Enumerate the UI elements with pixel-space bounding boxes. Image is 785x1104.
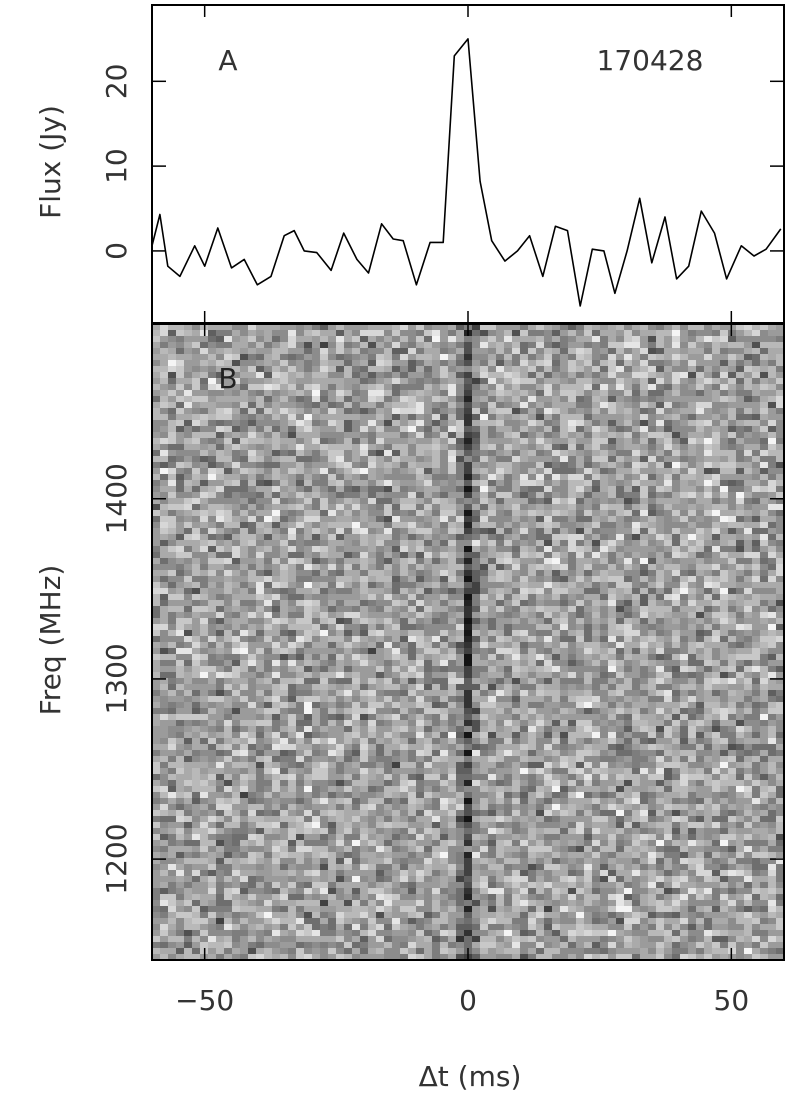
- y-tick-label: 1200: [100, 823, 133, 894]
- x-tick-label: 0: [459, 984, 477, 1017]
- y-tick-label: 10: [100, 148, 133, 184]
- texture: [152, 324, 784, 960]
- texture: [152, 324, 784, 960]
- waterfall-image: [152, 324, 784, 960]
- texture: [464, 330, 472, 912]
- y-tick-label: 0: [100, 242, 133, 260]
- y-axis-label: Flux (Jy): [34, 105, 67, 219]
- panel-label: A: [218, 44, 237, 77]
- y-axis-label: Freq (MHz): [34, 565, 67, 716]
- texture: [152, 324, 784, 960]
- y-tick-label: 1300: [100, 643, 133, 714]
- y-tick-label: 1400: [100, 463, 133, 534]
- burst-name: 170428: [597, 44, 704, 77]
- x-tick-label: 50: [714, 984, 750, 1017]
- texture: [152, 324, 784, 960]
- flux-line: [152, 38, 782, 307]
- y-tick-label: 20: [100, 63, 133, 99]
- frame: [151, 323, 785, 961]
- panel-label: B: [218, 362, 237, 395]
- x-tick-label: −50: [175, 984, 234, 1017]
- texture: [152, 324, 784, 960]
- texture: [152, 330, 784, 960]
- x-axis-label: Δt (ms): [419, 1060, 522, 1093]
